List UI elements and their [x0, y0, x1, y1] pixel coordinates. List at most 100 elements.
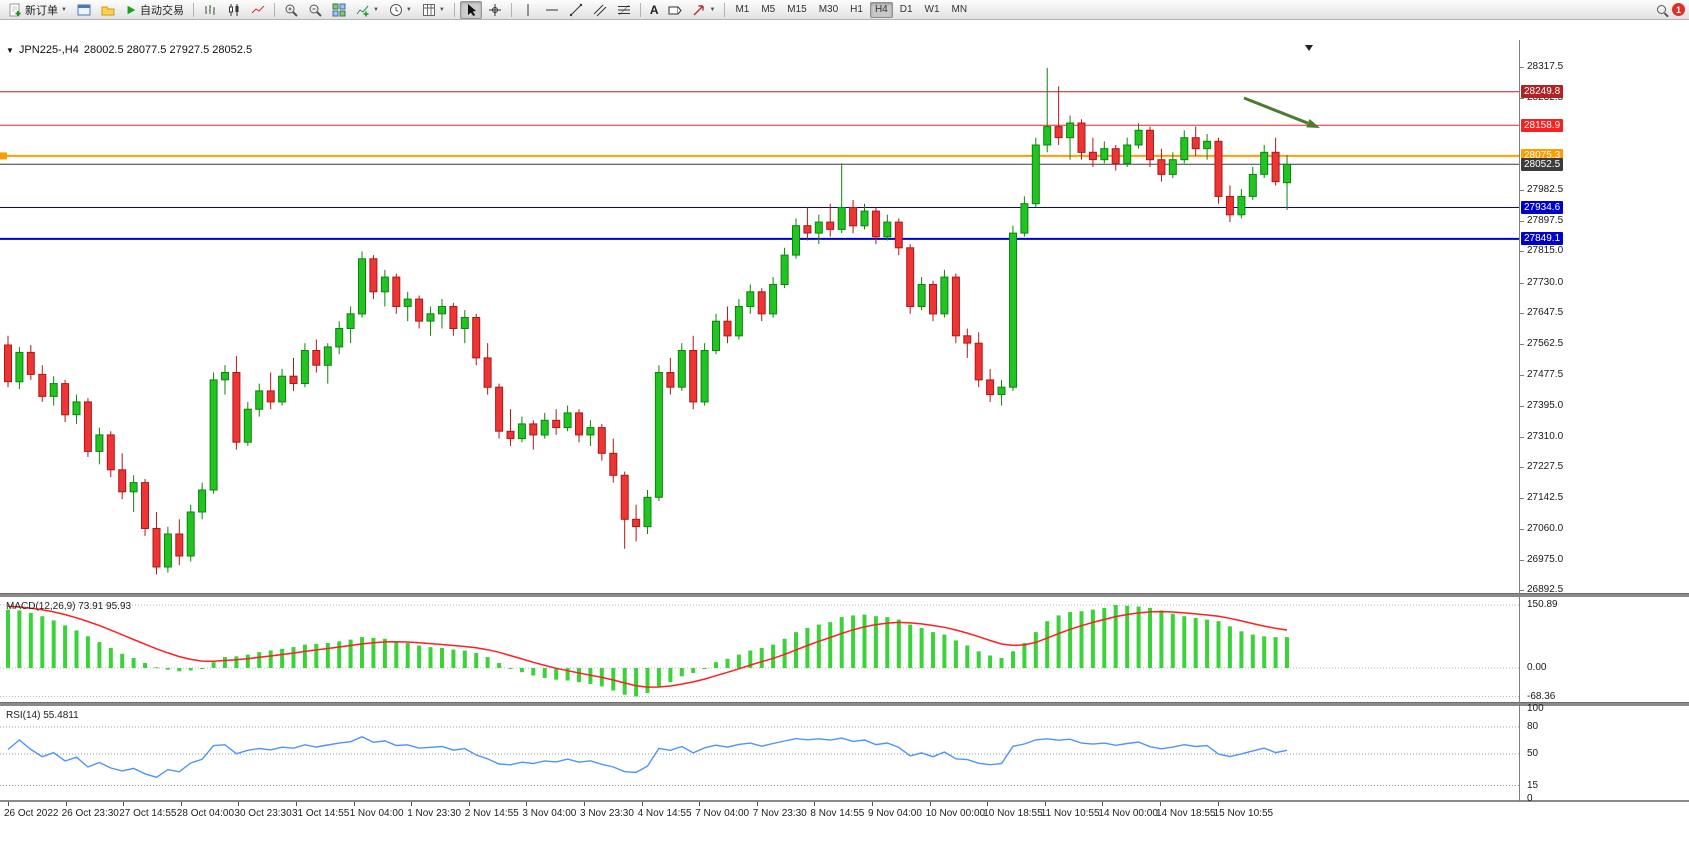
- time-axis[interactable]: 26 Oct 2022 26 Oct 23:30 27 Oct 14:55 28 Oc…: [0, 802, 1689, 822]
- vertical-line-tool-button[interactable]: [517, 1, 539, 19]
- macd-bar: [508, 668, 513, 669]
- crosshair-tool-button[interactable]: [484, 1, 506, 19]
- one-click-trading-toggle-icon[interactable]: ▼: [6, 45, 14, 55]
- text-tool-button[interactable]: A: [649, 2, 659, 17]
- horizontal-line-tool-button[interactable]: [541, 1, 563, 19]
- candle-body: [449, 306, 458, 329]
- toolbar-separator: [273, 2, 275, 17]
- horizontal-line-icon: [545, 9, 558, 10]
- candle-body: [849, 206, 858, 227]
- line-chart-button[interactable]: [247, 1, 269, 19]
- notification-badge[interactable]: 1: [1672, 3, 1685, 16]
- candle-body: [734, 306, 743, 337]
- fibonacci-icon: [617, 4, 630, 15]
- candle-body: [712, 320, 720, 352]
- candle-body: [563, 412, 572, 429]
- price-axis-label: 27310.0: [1527, 430, 1564, 442]
- macd-bar: [1136, 606, 1141, 668]
- candle-body: [597, 427, 606, 454]
- macd-panel-canvas[interactable]: [0, 597, 1689, 702]
- trendline-tool-button[interactable]: [565, 1, 587, 19]
- profiles-button[interactable]: [97, 1, 119, 19]
- new-order-button[interactable]: 新订单 ▼: [4, 1, 71, 19]
- timeframe-button-mn[interactable]: MN: [951, 4, 968, 15]
- macd-bar: [451, 649, 456, 668]
- macd-bar: [771, 644, 776, 668]
- candle-body: [506, 430, 515, 440]
- auto-trading-play-icon: [127, 5, 136, 14]
- indicators-button[interactable]: ▼: [352, 1, 383, 19]
- search-button[interactable]: [1653, 1, 1670, 19]
- chart-window-button[interactable]: [73, 1, 95, 19]
- macd-bar: [337, 641, 342, 668]
- macd-bar: [965, 645, 970, 668]
- timeframe-button-m1[interactable]: M1: [735, 4, 750, 15]
- rsi-panel-canvas[interactable]: [0, 706, 1689, 802]
- timeframe-button-w1[interactable]: W1: [924, 4, 940, 15]
- timeframe-button-m30[interactable]: M30: [818, 4, 839, 15]
- macd-bar: [165, 668, 170, 670]
- trend-arrow-line[interactable]: [1243, 96, 1309, 125]
- candle-body: [495, 386, 504, 432]
- price-level-tag: 28158.9: [1521, 118, 1564, 132]
- text-label-tool-button[interactable]: [664, 1, 686, 19]
- time-axis-tick: [1102, 802, 1104, 806]
- timeframe-button-m15[interactable]: M15: [787, 4, 807, 15]
- candle-body: [1009, 232, 1017, 388]
- candle-body: [917, 284, 926, 307]
- fibonacci-tool-button[interactable]: [613, 1, 635, 19]
- time-axis-label: 2 Nov 14:55: [464, 808, 519, 819]
- candle-body: [1203, 140, 1212, 150]
- arrows-tool-button[interactable]: ▼: [688, 1, 719, 19]
- candle-body: [871, 210, 880, 238]
- zoom-in-button[interactable]: [280, 1, 302, 19]
- macd-bar: [931, 632, 935, 668]
- tile-windows-button[interactable]: [328, 1, 350, 19]
- timeframe-button-h4[interactable]: H4: [869, 1, 893, 18]
- macd-bar: [40, 616, 45, 668]
- candlestick-chart-button[interactable]: [223, 1, 245, 19]
- cursor-tool-button[interactable]: [459, 0, 482, 19]
- macd-bar: [1102, 607, 1107, 668]
- macd-bar: [725, 658, 730, 668]
- candle-body: [300, 350, 309, 384]
- macd-bar: [405, 643, 410, 668]
- candle-body: [380, 276, 389, 293]
- time-axis-tick: [411, 802, 413, 806]
- time-axis-label: 1 Nov 04:00: [349, 808, 404, 819]
- price-axis-tick: [1520, 67, 1524, 68]
- candle-body: [232, 372, 241, 443]
- auto-trading-button[interactable]: 自动交易: [121, 1, 188, 19]
- candle-body: [643, 496, 652, 528]
- macd-bar: [519, 668, 524, 673]
- candle-body: [1134, 129, 1143, 146]
- price-chart-canvas[interactable]: [0, 40, 1689, 597]
- time-axis-label: 7 Nov 23:30: [752, 808, 807, 819]
- panel-separator[interactable]: [0, 702, 1689, 706]
- timeframe-button-d1[interactable]: D1: [899, 4, 913, 15]
- price-axis-label: 27647.5: [1527, 306, 1564, 318]
- macd-bar: [1079, 611, 1084, 668]
- timeframe-button-h1[interactable]: H1: [850, 4, 863, 15]
- macd-bar: [360, 637, 364, 668]
- zoom-out-button[interactable]: [304, 1, 326, 19]
- timeframe-button-m5[interactable]: M5: [761, 4, 776, 15]
- templates-button[interactable]: ▼: [418, 1, 449, 19]
- macd-bar: [531, 668, 536, 676]
- price-axis-tick: [1520, 282, 1524, 284]
- bar-chart-button[interactable]: [199, 1, 221, 19]
- chart-shift-marker-icon[interactable]: [1305, 45, 1313, 51]
- candle-body: [38, 373, 47, 397]
- panel-separator[interactable]: [0, 593, 1689, 597]
- macd-bar: [1056, 615, 1061, 668]
- text-label-icon: [668, 6, 683, 14]
- time-axis-tick: [814, 802, 816, 806]
- time-axis-tick: [8, 802, 9, 806]
- price-axis-tick: [1520, 190, 1524, 191]
- rsi-scale-label: 50: [1527, 748, 1539, 759]
- macd-bar: [896, 619, 901, 668]
- channel-tool-button[interactable]: [589, 1, 611, 19]
- price-axis[interactable]: 28317.528232.527982.527897.527815.027730…: [1519, 40, 1689, 804]
- periods-button[interactable]: ▼: [385, 1, 416, 19]
- new-order-icon: [9, 3, 21, 16]
